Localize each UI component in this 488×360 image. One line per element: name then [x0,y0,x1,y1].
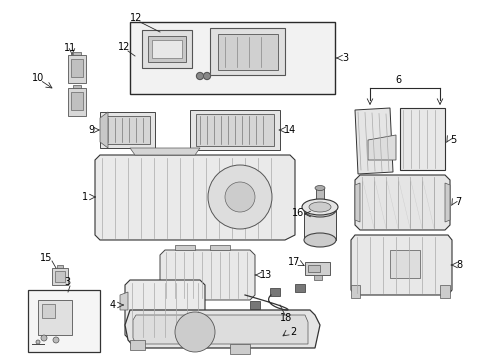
Polygon shape [95,155,294,240]
Polygon shape [354,108,392,174]
Polygon shape [307,265,319,272]
Polygon shape [73,52,81,55]
Bar [304,210,335,240]
Polygon shape [100,112,108,148]
Polygon shape [399,108,444,170]
Polygon shape [100,112,155,148]
Polygon shape [42,304,55,318]
Polygon shape [444,183,449,222]
Bar [389,250,419,278]
Polygon shape [73,85,81,88]
Polygon shape [313,275,321,280]
Polygon shape [152,40,182,58]
Text: 10: 10 [32,73,44,83]
Text: 13: 13 [260,270,272,280]
Polygon shape [350,285,359,298]
Text: 18: 18 [280,313,292,323]
Bar [28,290,100,352]
Ellipse shape [314,185,325,190]
Polygon shape [350,235,451,295]
Circle shape [224,182,254,212]
Polygon shape [52,268,68,285]
Polygon shape [305,262,329,275]
Ellipse shape [304,203,335,217]
Polygon shape [38,300,72,335]
Text: 2: 2 [289,327,296,337]
Polygon shape [130,340,145,350]
Ellipse shape [304,233,335,247]
Polygon shape [105,116,150,144]
Polygon shape [175,245,195,250]
Text: 6: 6 [394,75,400,85]
Circle shape [203,72,210,80]
Polygon shape [209,245,229,250]
Polygon shape [229,344,249,354]
Bar [249,301,260,309]
Polygon shape [148,36,185,62]
Polygon shape [57,265,63,268]
Polygon shape [125,280,204,340]
Bar [315,188,324,208]
Polygon shape [71,59,83,77]
Circle shape [41,335,47,341]
Circle shape [36,340,40,344]
Text: 11: 11 [64,43,76,53]
Bar [130,22,334,94]
Text: 7: 7 [454,197,460,207]
Text: 14: 14 [284,125,296,135]
Polygon shape [130,148,200,155]
Polygon shape [120,292,128,310]
Text: 17: 17 [287,257,300,267]
Ellipse shape [302,199,337,215]
Text: 15: 15 [40,253,52,263]
Polygon shape [218,34,278,70]
Circle shape [196,72,203,80]
Circle shape [207,165,271,229]
Polygon shape [133,315,307,344]
Text: 12: 12 [118,42,130,52]
Polygon shape [68,88,86,116]
Bar [269,288,280,296]
Polygon shape [71,92,83,110]
Polygon shape [439,285,449,298]
Bar [294,284,305,292]
Polygon shape [160,250,254,300]
Text: 8: 8 [455,260,461,270]
Text: 4: 4 [110,300,116,310]
Polygon shape [190,110,280,150]
Polygon shape [68,55,86,83]
Polygon shape [142,30,192,68]
Polygon shape [354,175,449,230]
Polygon shape [354,183,359,222]
Circle shape [53,337,59,343]
Text: 1: 1 [82,192,88,202]
Ellipse shape [308,202,330,212]
Text: 3: 3 [341,53,347,63]
Polygon shape [209,28,285,75]
Polygon shape [367,135,395,160]
Polygon shape [125,310,319,348]
Text: 16: 16 [291,208,304,218]
Polygon shape [55,271,65,282]
Circle shape [175,312,215,352]
Text: 3: 3 [64,277,70,287]
Text: 9: 9 [88,125,94,135]
Polygon shape [196,114,273,146]
Text: 5: 5 [449,135,455,145]
Text: 12: 12 [130,13,142,23]
